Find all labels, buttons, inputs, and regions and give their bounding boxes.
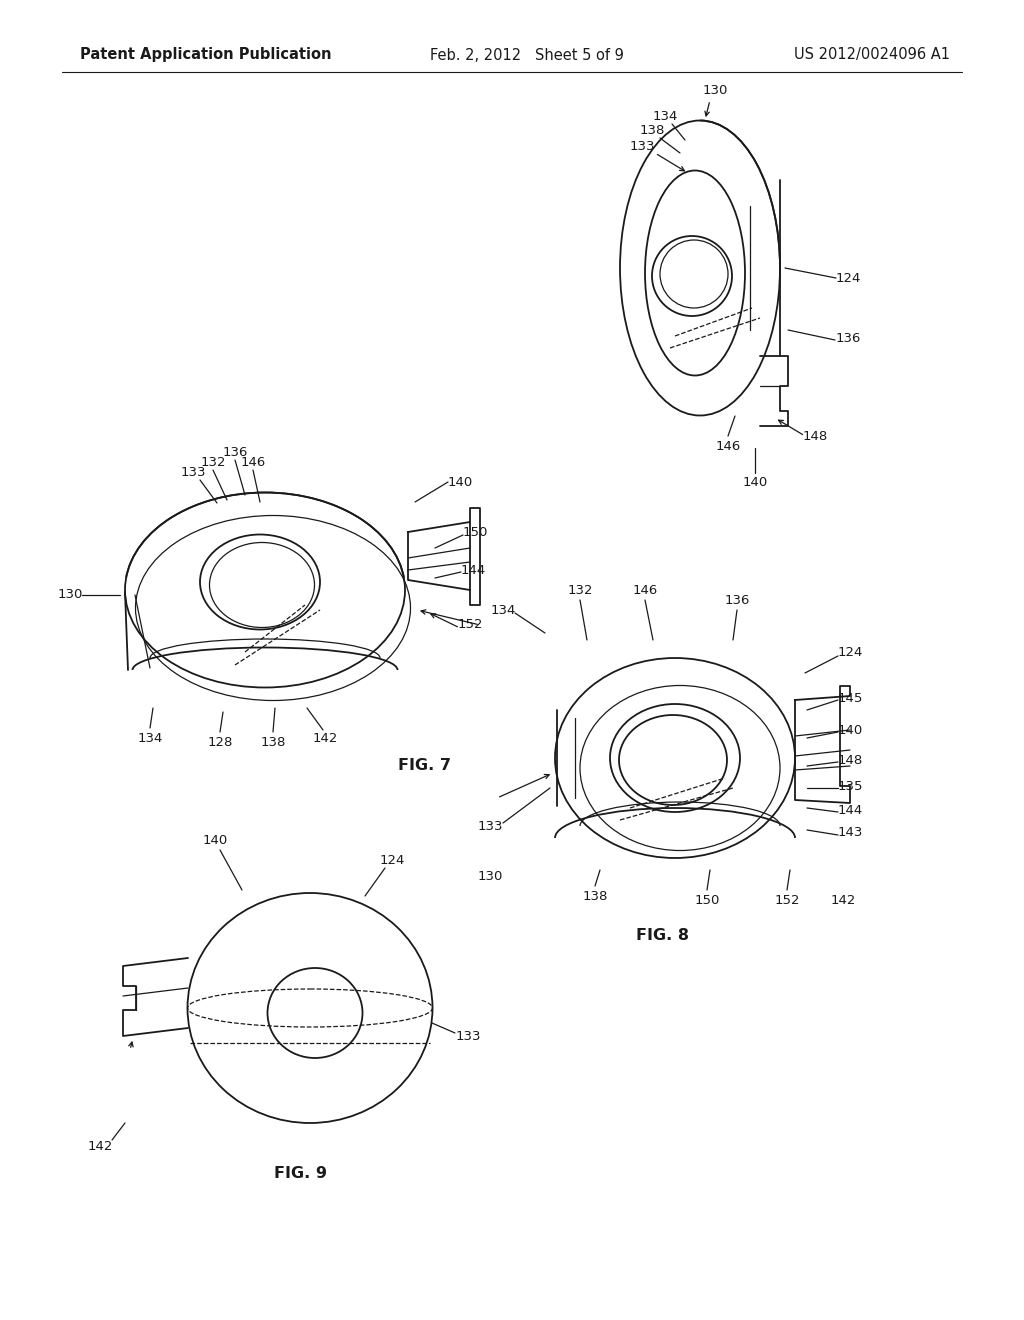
Text: 144: 144 <box>461 564 485 577</box>
Text: 142: 142 <box>830 894 856 907</box>
Text: 134: 134 <box>137 731 163 744</box>
Text: Feb. 2, 2012   Sheet 5 of 9: Feb. 2, 2012 Sheet 5 of 9 <box>430 48 624 62</box>
Text: 140: 140 <box>447 475 473 488</box>
Text: 132: 132 <box>567 583 593 597</box>
Text: FIG. 8: FIG. 8 <box>637 928 689 944</box>
Text: 132: 132 <box>201 455 225 469</box>
Text: 146: 146 <box>633 583 657 597</box>
Text: 142: 142 <box>312 731 338 744</box>
Text: 143: 143 <box>838 826 862 840</box>
Text: 133: 133 <box>477 820 503 833</box>
Text: 133: 133 <box>180 466 206 479</box>
Text: 138: 138 <box>583 890 607 903</box>
Text: 138: 138 <box>260 735 286 748</box>
Text: 136: 136 <box>222 446 248 458</box>
Text: 128: 128 <box>207 735 232 748</box>
Text: 148: 148 <box>803 429 827 442</box>
Text: 134: 134 <box>652 110 678 123</box>
Text: FIG. 9: FIG. 9 <box>273 1166 327 1180</box>
Text: 144: 144 <box>838 804 862 817</box>
Text: 133: 133 <box>456 1030 480 1043</box>
Text: US 2012/0024096 A1: US 2012/0024096 A1 <box>794 48 950 62</box>
Text: 138: 138 <box>639 124 665 136</box>
Text: 124: 124 <box>838 647 862 660</box>
Text: 152: 152 <box>774 894 800 907</box>
Text: 140: 140 <box>742 477 768 490</box>
Text: 150: 150 <box>462 525 487 539</box>
Text: 145: 145 <box>838 692 862 705</box>
Text: 135: 135 <box>838 780 863 792</box>
Text: 130: 130 <box>57 589 83 602</box>
Text: Patent Application Publication: Patent Application Publication <box>80 48 332 62</box>
Text: 136: 136 <box>836 331 861 345</box>
Text: 140: 140 <box>203 833 227 846</box>
Text: 124: 124 <box>379 854 404 866</box>
Text: FIG. 7: FIG. 7 <box>398 758 452 772</box>
Text: 142: 142 <box>87 1139 113 1152</box>
Text: 133: 133 <box>630 140 654 153</box>
Text: 140: 140 <box>838 723 862 737</box>
Text: 130: 130 <box>702 83 728 96</box>
Text: 150: 150 <box>694 894 720 907</box>
Text: 136: 136 <box>724 594 750 606</box>
Text: 130: 130 <box>477 870 503 883</box>
Text: 124: 124 <box>836 272 861 285</box>
Text: 152: 152 <box>458 619 482 631</box>
Text: 134: 134 <box>490 603 516 616</box>
Text: 148: 148 <box>838 754 862 767</box>
Text: 146: 146 <box>716 440 740 453</box>
Text: 146: 146 <box>241 455 265 469</box>
